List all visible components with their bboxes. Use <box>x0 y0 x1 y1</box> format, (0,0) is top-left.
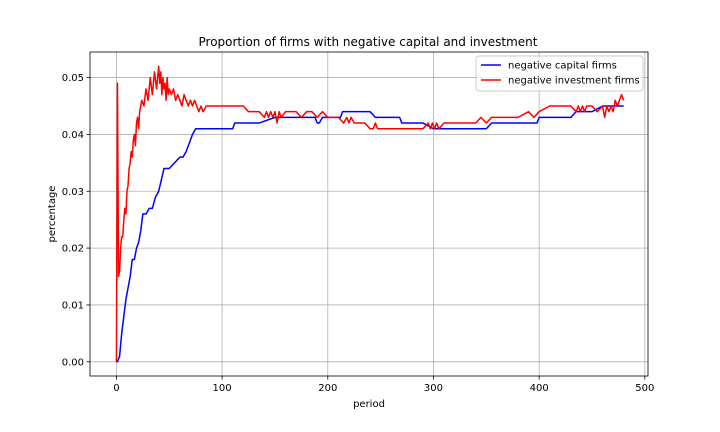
x-tick-label: 0 <box>113 383 119 394</box>
y-tick-label: 0.03 <box>62 187 84 198</box>
legend-box <box>475 55 644 92</box>
chart-title: Proportion of firms with negative capita… <box>199 35 538 49</box>
grid-lines <box>90 52 648 376</box>
x-tick-label: 400 <box>530 383 549 394</box>
y-tick-label: 0.04 <box>62 130 84 141</box>
x-tick-label: 300 <box>424 383 443 394</box>
axis-ticks: 0 100 200 300 400 500 0.00 0.01 0.02 0.03 0.04 0.05 <box>62 73 655 394</box>
x-tick-label: 200 <box>318 383 337 394</box>
series-line-2 <box>115 65 625 362</box>
legend: negative capital firms negative investmen… <box>475 55 644 92</box>
series-lines <box>115 65 625 363</box>
plot-frame <box>89 51 649 377</box>
y-tick-label: 0.05 <box>62 73 84 84</box>
y-tick-label: 0.02 <box>62 244 84 255</box>
x-axis-label: period <box>353 399 385 410</box>
y-axis-label: percentage <box>47 186 58 243</box>
y-tick-label: 0.01 <box>62 300 84 311</box>
legend-label-2: negative investment firms <box>508 76 640 87</box>
legend-label-1: negative capital firms <box>508 61 617 72</box>
x-tick-label: 100 <box>213 383 232 394</box>
x-tick-label: 500 <box>635 383 654 394</box>
y-tick-label: 0.00 <box>62 357 84 368</box>
series-line-1 <box>116 105 624 363</box>
